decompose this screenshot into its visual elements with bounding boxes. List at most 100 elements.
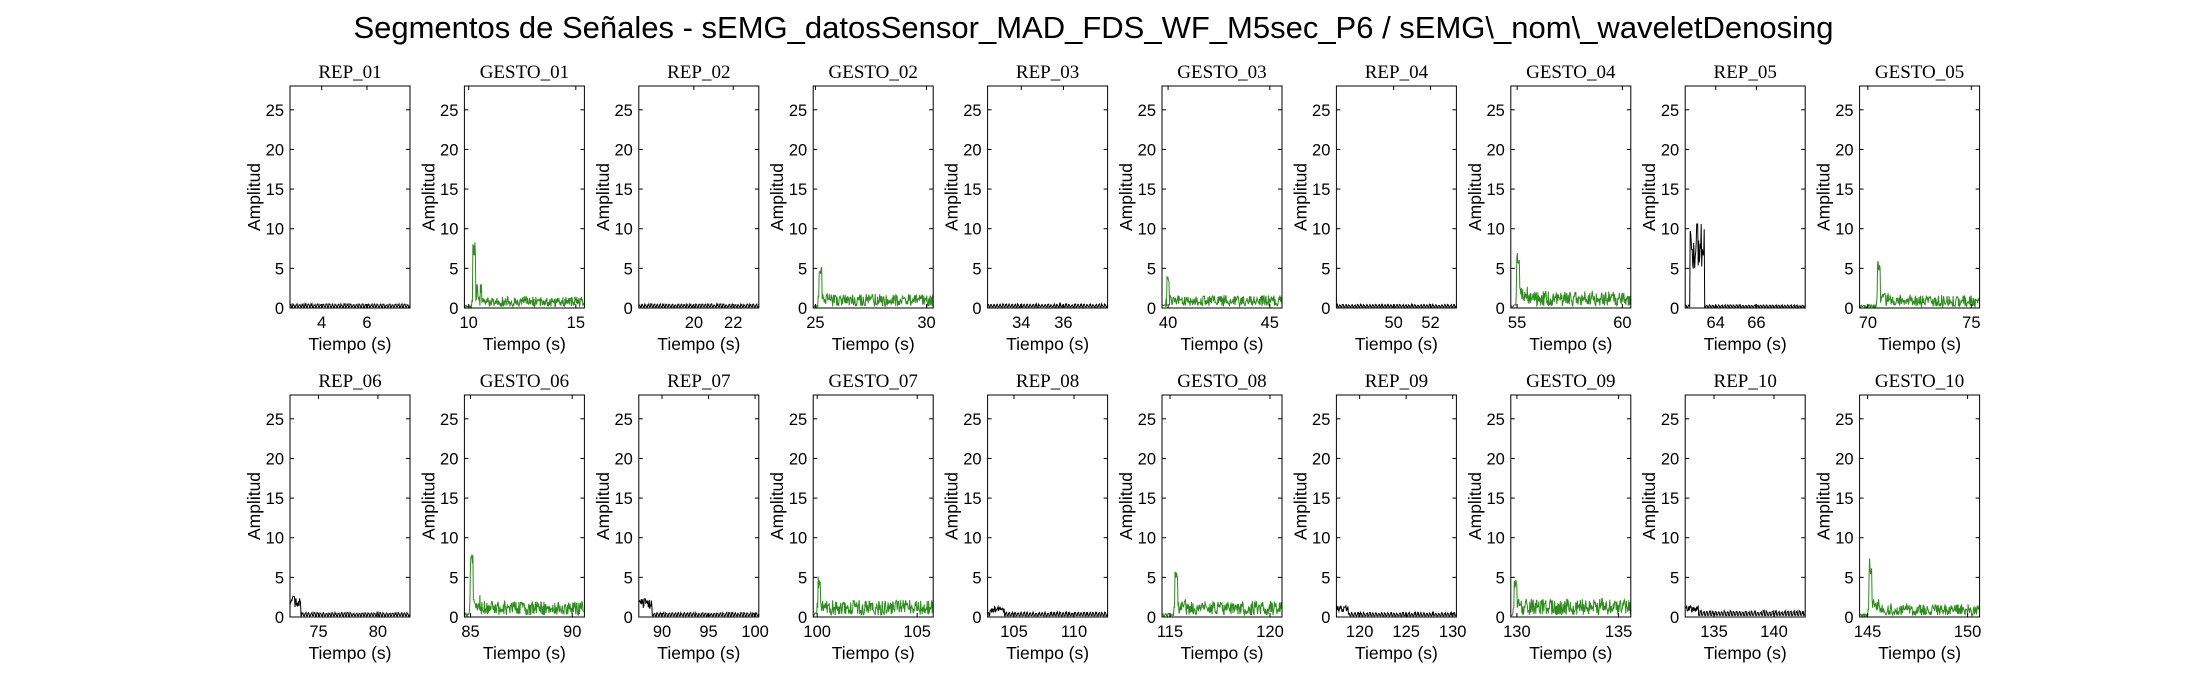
x-tick-label: 135 (1700, 623, 1728, 641)
y-tick-label: 0 (449, 300, 458, 318)
y-tick-label: 15 (1835, 490, 1853, 508)
y-tick-label: 15 (1661, 490, 1679, 508)
x-axis-label: Tiempo (s) (483, 643, 566, 663)
signal-trace (812, 266, 934, 310)
y-tick-label: 0 (1321, 300, 1330, 318)
y-tick-label: 5 (798, 569, 807, 587)
y-axis-label: Amplitud (418, 472, 438, 540)
y-axis-label: Amplitud (767, 163, 787, 231)
y-tick-label: 5 (1147, 569, 1156, 587)
subplot-rep-05: 0 5 10 15 20 25 64 66 REP_05 Tiempo (s) Amplitud (1639, 62, 1806, 354)
y-tick-label: 5 (1844, 260, 1853, 278)
x-tick-label: 30 (917, 314, 935, 332)
x-tick-label: 145 (1854, 623, 1882, 641)
axes-box (289, 394, 411, 618)
axes-box (1684, 394, 1806, 618)
subplot-title: REP_04 (1365, 62, 1429, 83)
y-axis-label: Amplitud (1465, 472, 1485, 540)
y-tick-label: 5 (275, 260, 284, 278)
axes-box (1335, 394, 1457, 618)
y-tick-label: 15 (614, 181, 632, 199)
y-tick-label: 10 (1835, 530, 1853, 548)
signal-trace (1161, 275, 1283, 309)
subplot-rep-06: 0 5 10 15 20 25 75 80 REP_06 Tiempo (s) Amplitud (244, 371, 411, 663)
y-axis-label: Amplitud (1290, 472, 1310, 540)
subplot-title: GESTO_06 (480, 371, 569, 392)
signal-trace (987, 301, 1109, 308)
y-tick-label: 15 (963, 490, 981, 508)
y-tick-label: 10 (1486, 530, 1504, 548)
y-tick-label: 0 (1844, 300, 1853, 318)
subplot-title: REP_08 (1016, 371, 1079, 392)
subplot-gesto-03: 0 5 10 15 20 25 40 45 GESTO_03 Tiempo (s) Amplitud (1116, 62, 1283, 354)
y-tick-label: 15 (1486, 490, 1504, 508)
y-tick-label: 20 (1486, 450, 1504, 468)
x-tick-label: 120 (1256, 623, 1284, 641)
subplot-title: REP_02 (667, 62, 730, 83)
y-tick-label: 25 (440, 411, 458, 429)
y-tick-label: 5 (1844, 569, 1853, 587)
y-tick-label: 10 (1661, 221, 1679, 239)
subplot-title: GESTO_03 (1177, 62, 1266, 83)
y-tick-label: 15 (1138, 181, 1156, 199)
x-tick-label: 90 (563, 623, 581, 641)
y-tick-label: 25 (1312, 411, 1330, 429)
y-tick-label: 10 (963, 530, 981, 548)
y-tick-label: 0 (275, 300, 284, 318)
y-tick-label: 20 (1835, 450, 1853, 468)
x-axis-label: Tiempo (s) (309, 643, 392, 663)
y-tick-label: 5 (449, 260, 458, 278)
x-tick-label: 110 (1061, 623, 1087, 641)
x-tick-label: 10 (460, 314, 478, 332)
y-tick-label: 5 (1496, 260, 1505, 278)
x-tick-label: 25 (806, 314, 824, 332)
y-tick-label: 15 (1312, 490, 1330, 508)
y-tick-label: 20 (1138, 141, 1156, 159)
x-tick-label: 22 (724, 314, 742, 332)
x-tick-label: 66 (1747, 314, 1765, 332)
x-tick-label: 130 (1439, 623, 1467, 641)
y-tick-label: 20 (440, 141, 458, 159)
x-axis-label: Tiempo (s) (1529, 334, 1612, 354)
signal-trace (1510, 252, 1632, 308)
x-tick-label: 80 (369, 623, 387, 641)
x-axis-label: Tiempo (s) (1529, 643, 1612, 663)
subplot-gesto-05: 0 5 10 15 20 25 70 75 GESTO_05 Tiempo (s) Amplitud (1814, 62, 1981, 354)
x-tick-label: 90 (653, 623, 671, 641)
y-tick-label: 5 (1670, 260, 1679, 278)
y-tick-label: 15 (1138, 490, 1156, 508)
subplot-title: REP_01 (318, 62, 381, 83)
subplot-title: REP_07 (667, 371, 730, 392)
y-axis-label: Amplitud (1465, 163, 1485, 231)
x-tick-label: 55 (1508, 314, 1526, 332)
y-axis-label: Amplitud (244, 163, 264, 231)
subplot-gesto-01: 0 5 10 15 20 25 10 15 GESTO_01 Tiempo (s) Amplitud (418, 62, 585, 354)
y-tick-label: 0 (798, 300, 807, 318)
y-tick-label: 10 (963, 221, 981, 239)
x-tick-label: 85 (461, 623, 479, 641)
y-axis-label: Amplitud (767, 472, 787, 540)
axes-box (463, 394, 585, 618)
y-tick-label: 20 (614, 141, 632, 159)
x-axis-label: Tiempo (s) (483, 334, 566, 354)
y-axis-label: Amplitud (942, 472, 962, 540)
y-axis-label: Amplitud (1290, 163, 1310, 231)
y-tick-label: 20 (789, 141, 807, 159)
x-tick-label: 150 (1954, 623, 1982, 641)
y-axis-label: Amplitud (593, 472, 613, 540)
subplot-gesto-06: 0 5 10 15 20 25 85 90 GESTO_06 Tiempo (s) Amplitud (418, 371, 585, 663)
y-tick-label: 15 (963, 181, 981, 199)
y-tick-label: 25 (1138, 102, 1156, 120)
axes-box (1859, 394, 1981, 618)
signal-trace (463, 554, 585, 619)
y-tick-label: 25 (614, 411, 632, 429)
y-tick-label: 10 (1312, 530, 1330, 548)
x-tick-label: 34 (1012, 314, 1030, 332)
subplot-gesto-07: 0 5 10 15 20 25 100 105 GESTO_07 Tiempo (s) Amplit… (767, 371, 934, 663)
y-tick-label: 0 (1496, 300, 1505, 318)
y-tick-label: 5 (624, 569, 633, 587)
y-tick-label: 0 (1147, 609, 1156, 627)
subplot-rep-03: 0 5 10 15 20 25 34 36 REP_03 Tiempo (s) Amplitud (942, 62, 1109, 354)
y-tick-label: 0 (1147, 300, 1156, 318)
x-tick-label: 130 (1503, 623, 1531, 641)
